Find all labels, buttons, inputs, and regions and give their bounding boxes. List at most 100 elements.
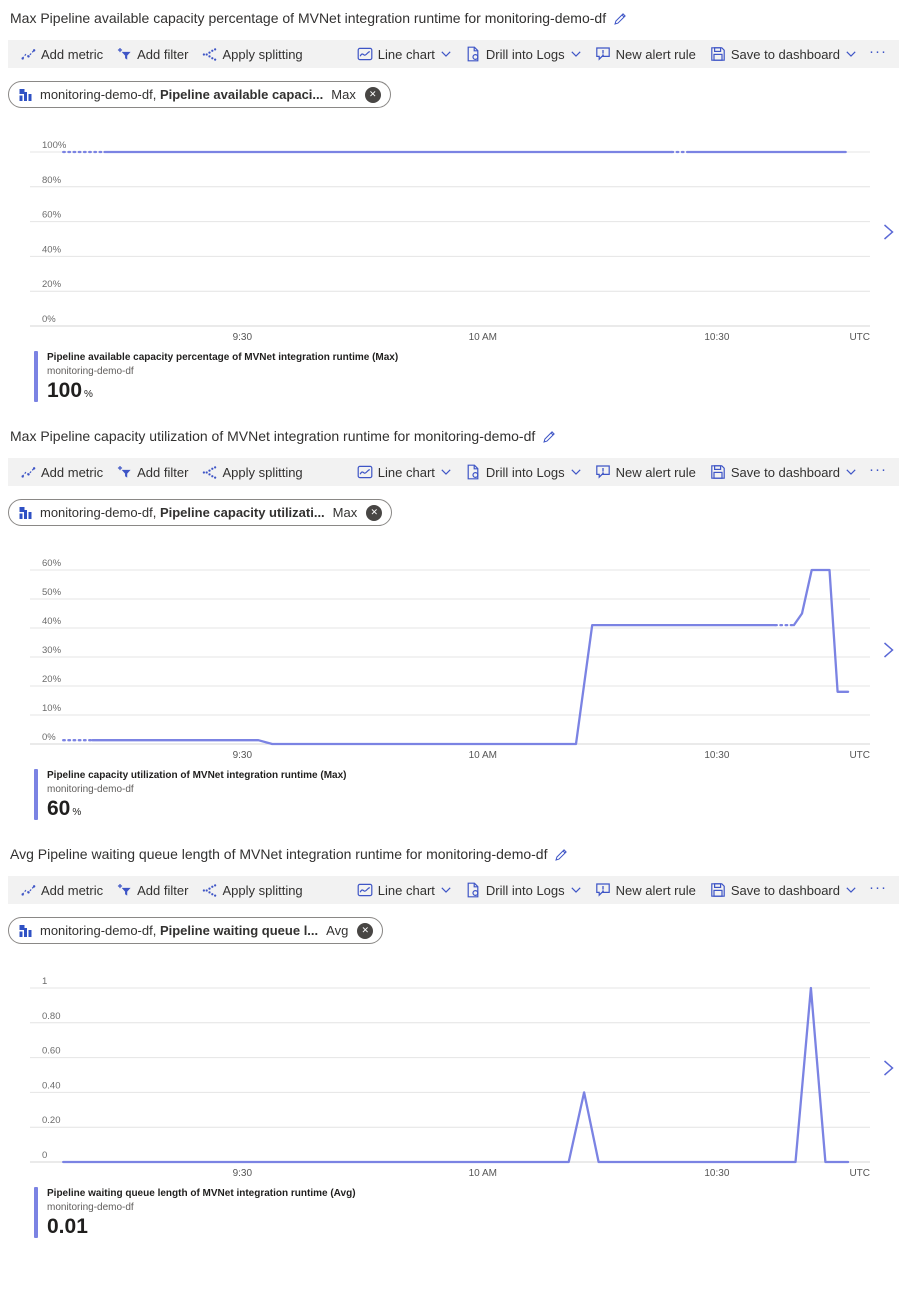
series-line (91, 624, 777, 746)
y-gridlines-and-labels: 100% 80% 60% 40% 20% 0% (30, 140, 870, 327)
svg-text:UTC: UTC (849, 750, 870, 761)
add-filter-icon (117, 47, 132, 62)
add-filter-label: Add filter (137, 46, 189, 62)
metric-chart-icon (18, 505, 34, 521)
drill-into-logs-dropdown[interactable]: Drill into Logs (458, 40, 588, 68)
save-to-dashboard-label: Save to dashboard (730, 46, 840, 62)
metric-pill-row: monitoring-demo-df, Pipeline capacity ut… (8, 499, 899, 527)
edit-chart-title-icon[interactable] (554, 847, 569, 862)
svg-text:0%: 0% (42, 314, 56, 325)
y-gridlines-and-labels: 1 0.80 0.60 0.40 0.20 0 (30, 976, 870, 1163)
x-axis-labels: 9:30 10 AM 10:30 UTC (233, 750, 870, 761)
add-metric-icon (21, 883, 36, 898)
line-chart-canvas[interactable]: 60% 50% 40% 30% 20% 10% 0% 9:30 10 AM 10:30 UTC (8, 554, 899, 766)
add-filter-button[interactable]: Add filter (110, 40, 195, 68)
svg-text:10%: 10% (42, 703, 62, 714)
apply-splitting-label: Apply splitting (222, 46, 303, 62)
svg-text:10 AM: 10 AM (469, 750, 497, 761)
apply-splitting-button[interactable]: Apply splitting (195, 876, 309, 904)
legend-color-bar (34, 769, 38, 821)
more-options-button[interactable]: ··· (863, 458, 893, 486)
save-to-dashboard-label: Save to dashboard (730, 882, 840, 898)
remove-metric-icon[interactable]: ✕ (364, 86, 381, 103)
toolbar-right-group: Line chart Drill into Logs New alert rul… (350, 40, 893, 68)
chevron-right-icon[interactable] (882, 222, 895, 242)
y-gridlines-and-labels: 60% 50% 40% 30% 20% 10% 0% (30, 558, 870, 745)
save-to-dashboard-dropdown[interactable]: Save to dashboard (703, 458, 863, 486)
edit-chart-title-icon[interactable] (542, 429, 557, 444)
chart-toolbar: Add metric Add filter Apply splitting (8, 876, 899, 905)
chevron-down-icon (441, 469, 451, 475)
chevron-right-icon[interactable] (882, 1058, 895, 1078)
new-alert-rule-button[interactable]: New alert rule (588, 876, 703, 904)
save-to-dashboard-label: Save to dashboard (730, 464, 840, 480)
chart-svg: 100% 80% 60% 40% 20% 0% 9:30 10 AM 10:30 UTC (30, 140, 870, 343)
chart-type-dropdown[interactable]: Line chart (350, 876, 458, 904)
more-options-button[interactable]: ··· (863, 40, 893, 68)
chart-toolbar: Add metric Add filter Apply splitting (8, 458, 899, 487)
svg-text:0.60: 0.60 (42, 1046, 61, 1057)
legend-unit-label: % (84, 389, 93, 400)
chart-type-label: Line chart (377, 46, 435, 62)
chart-type-dropdown[interactable]: Line chart (350, 458, 458, 486)
new-alert-rule-button[interactable]: New alert rule (588, 40, 703, 68)
drill-into-logs-label: Drill into Logs (485, 46, 565, 62)
drill-into-logs-dropdown[interactable]: Drill into Logs (458, 458, 588, 486)
chart-legend-item[interactable]: Pipeline waiting queue length of MVNet i… (34, 1187, 899, 1239)
metric-pill[interactable]: monitoring-demo-df, Pipeline waiting que… (8, 917, 384, 945)
add-metric-button[interactable]: Add metric (14, 458, 110, 486)
add-metric-button[interactable]: Add metric (14, 876, 110, 904)
chart-legend-item[interactable]: Pipeline capacity utilization of MVNet i… (34, 769, 899, 821)
drill-into-logs-dropdown[interactable]: Drill into Logs (458, 876, 588, 904)
svg-text:0.80: 0.80 (42, 1011, 61, 1022)
save-to-dashboard-dropdown[interactable]: Save to dashboard (703, 40, 863, 68)
chart-area: 60% 50% 40% 30% 20% 10% 0% 9:30 10 AM 10:30 UTC (8, 554, 899, 766)
legend-series-name: Pipeline waiting queue length of MVNet i… (47, 1188, 356, 1200)
chevron-down-icon (441, 51, 451, 57)
x-axis-labels: 9:30 10 AM 10:30 UTC (233, 332, 870, 343)
remove-metric-icon[interactable]: ✕ (366, 504, 383, 521)
svg-text:10:30: 10:30 (704, 332, 729, 343)
apply-splitting-button[interactable]: Apply splitting (195, 458, 309, 486)
pill-metric-label: Pipeline available capaci... (159, 87, 324, 102)
remove-metric-icon[interactable]: ✕ (357, 922, 374, 939)
add-filter-label: Add filter (137, 464, 189, 480)
save-to-dashboard-icon (710, 46, 726, 62)
chart-legend-item[interactable]: Pipeline available capacity percentage o… (34, 351, 899, 403)
add-metric-button[interactable]: Add metric (14, 40, 110, 68)
toolbar-left-group: Add metric Add filter Apply splitting (14, 876, 310, 904)
svg-text:1: 1 (42, 976, 47, 987)
apply-splitting-button[interactable]: Apply splitting (195, 40, 309, 68)
svg-text:10 AM: 10 AM (469, 1168, 497, 1179)
more-options-button[interactable]: ··· (863, 876, 893, 904)
add-filter-button[interactable]: Add filter (110, 876, 195, 904)
add-metric-icon (21, 465, 36, 480)
line-chart-canvas[interactable]: 100% 80% 60% 40% 20% 0% 9:30 10 AM 10:30 UTC (8, 136, 899, 348)
legend-text-block: Pipeline capacity utilization of MVNet i… (47, 769, 346, 820)
line-chart-icon (357, 464, 373, 480)
edit-chart-title-icon[interactable] (613, 11, 628, 26)
metric-pill[interactable]: monitoring-demo-df, Pipeline capacity ut… (8, 499, 393, 527)
svg-text:0: 0 (42, 1150, 47, 1161)
metric-pill[interactable]: monitoring-demo-df, Pipeline available c… (8, 81, 391, 108)
toolbar-right-group: Line chart Drill into Logs New alert rul… (350, 876, 893, 904)
save-to-dashboard-dropdown[interactable]: Save to dashboard (703, 876, 863, 904)
new-alert-rule-button[interactable]: New alert rule (588, 458, 703, 486)
toolbar-left-group: Add metric Add filter Apply splitting (14, 458, 310, 486)
metric-chart-icon (18, 923, 34, 939)
chevron-right-icon[interactable] (882, 640, 895, 660)
drill-into-logs-label: Drill into Logs (485, 464, 565, 480)
svg-text:0.20: 0.20 (42, 1115, 61, 1126)
add-filter-button[interactable]: Add filter (110, 458, 195, 486)
apply-splitting-icon (202, 883, 217, 898)
svg-text:9:30: 9:30 (233, 1168, 253, 1179)
metric-chart-section: Max Pipeline capacity utilization of MVN… (8, 428, 899, 821)
chart-area: 1 0.80 0.60 0.40 0.20 0 9:30 10 AM 10:30 UTC (8, 972, 899, 1184)
svg-text:40%: 40% (42, 244, 62, 255)
new-alert-rule-icon (595, 46, 611, 62)
line-chart-canvas[interactable]: 1 0.80 0.60 0.40 0.20 0 9:30 10 AM 10:30 UTC (8, 972, 899, 1184)
chart-toolbar: Add metric Add filter Apply splitting (8, 40, 899, 68)
svg-text:10:30: 10:30 (704, 1168, 729, 1179)
add-filter-label: Add filter (137, 882, 189, 898)
chart-type-dropdown[interactable]: Line chart (350, 40, 458, 68)
